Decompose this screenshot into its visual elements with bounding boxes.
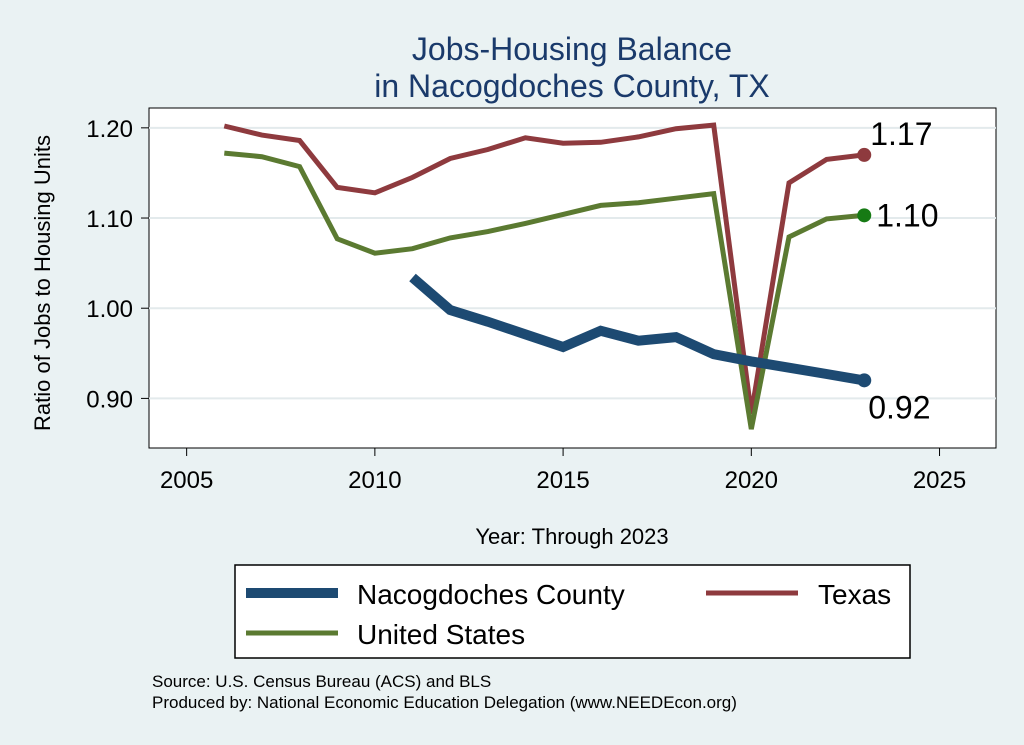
chart-title-line-1: Jobs-Housing Balance (412, 31, 732, 67)
end-marker-nacogdoches-county (857, 373, 872, 388)
legend-label-nacogdoches: Nacogdoches County (357, 579, 625, 610)
x-tick-label: 2010 (348, 467, 401, 494)
end-label-nacogdoches-county: 0.92 (868, 389, 930, 425)
y-tick-label: 0.90 (86, 386, 133, 413)
source-note: Source: U.S. Census Bureau (ACS) and BLS (152, 672, 491, 691)
series-line-texas (223, 122, 865, 415)
end-marker-texas (857, 147, 872, 162)
y-tick-label: 1.20 (86, 116, 133, 143)
legend-label-united-states: United States (357, 619, 525, 650)
x-tick-label: 2020 (725, 467, 778, 494)
legend: Nacogdoches County Texas United States (234, 564, 911, 659)
y-tick-label: 1.00 (86, 296, 133, 323)
legend-label-texas: Texas (818, 579, 891, 610)
end-label-texas: 1.17 (870, 116, 932, 152)
x-tick-label: 2025 (913, 467, 966, 494)
series-lines: 1.17 1.10 0.92 (223, 116, 939, 430)
x-tick-label: 2015 (536, 467, 589, 494)
y-axis-label: Ratio of Jobs to Housing Units (30, 135, 55, 431)
y-tick-label: 1.10 (86, 206, 133, 233)
end-marker-united-states (857, 208, 872, 223)
x-axis-label: Year: Through 2023 (475, 524, 668, 549)
series-line-nacogdoches-county (409, 273, 866, 386)
x-tick-label: 2005 (160, 467, 213, 494)
legend-box (234, 564, 911, 659)
end-label-united-states: 1.10 (876, 197, 938, 233)
series-line-united-states (224, 150, 865, 430)
chart-title-line-2: in Nacogdoches County, TX (374, 68, 769, 104)
grid-lines (149, 126, 996, 400)
producer-note: Produced by: National Economic Education… (152, 693, 737, 712)
axes: 0.90 1.00 1.10 1.20 2005 2010 2015 2020 2025 (86, 116, 966, 494)
